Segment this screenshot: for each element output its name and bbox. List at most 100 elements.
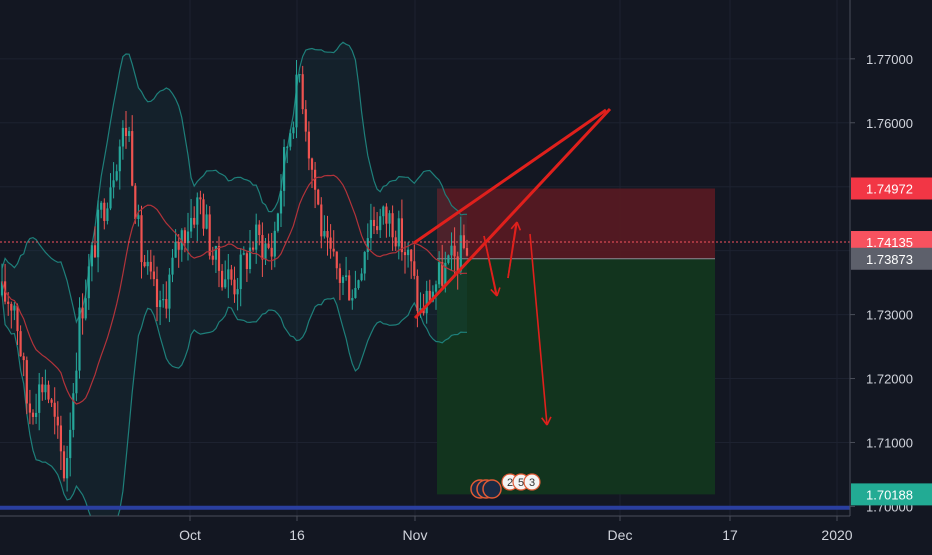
candle-body[interactable] <box>90 245 93 267</box>
candle-body[interactable] <box>47 384 50 400</box>
candle-body[interactable] <box>273 230 276 257</box>
candle-body[interactable] <box>279 190 283 214</box>
candle-body[interactable] <box>338 268 341 283</box>
candle-body[interactable] <box>214 245 217 260</box>
candle-body[interactable] <box>413 261 416 276</box>
candle-body[interactable] <box>270 247 273 257</box>
candle-body[interactable] <box>16 305 19 332</box>
candle-body[interactable] <box>202 199 205 229</box>
candle-body[interactable] <box>258 224 261 236</box>
candle-body[interactable] <box>376 226 379 231</box>
drawing-annotations[interactable] <box>413 107 612 426</box>
wedge-lower-line[interactable] <box>413 107 612 320</box>
candle-body[interactable] <box>379 216 382 231</box>
candle-body[interactable] <box>385 206 388 224</box>
candle-body[interactable] <box>360 273 363 281</box>
candle-body[interactable] <box>434 284 438 292</box>
candle-body[interactable] <box>354 287 357 298</box>
candle-body[interactable] <box>69 429 72 459</box>
candle-body[interactable] <box>326 231 329 238</box>
candle-body[interactable] <box>22 356 25 361</box>
news-marker-icon[interactable] <box>482 479 502 499</box>
candle-body[interactable] <box>87 266 90 299</box>
candle-body[interactable] <box>78 307 81 371</box>
candle-body[interactable] <box>62 451 66 479</box>
candle-body[interactable] <box>112 180 115 188</box>
candle-body[interactable] <box>301 74 304 110</box>
projection-arrow-down-2[interactable] <box>529 233 548 426</box>
wedge-upper-line[interactable] <box>413 108 607 245</box>
candle-body[interactable] <box>0 281 4 296</box>
candle-body[interactable] <box>44 384 47 393</box>
candle-body[interactable] <box>391 213 394 238</box>
candle-body[interactable] <box>320 204 323 237</box>
candle-body[interactable] <box>295 74 298 128</box>
candle-body[interactable] <box>103 202 106 221</box>
candle-body[interactable] <box>382 206 385 217</box>
candle-body[interactable] <box>50 399 53 403</box>
candle-body[interactable] <box>233 279 236 295</box>
candle-body[interactable] <box>329 237 332 249</box>
candle-body[interactable] <box>444 262 447 286</box>
candle-body[interactable] <box>323 231 326 237</box>
candle-body[interactable] <box>199 197 202 200</box>
candle-body[interactable] <box>180 230 183 250</box>
candle-body[interactable] <box>230 269 233 280</box>
candle-body[interactable] <box>298 74 301 76</box>
candle-body[interactable] <box>183 230 186 244</box>
candle-body[interactable] <box>447 255 450 263</box>
candle-body[interactable] <box>208 214 211 256</box>
candle-body[interactable] <box>66 458 69 479</box>
candle-body[interactable] <box>56 416 59 426</box>
candle-body[interactable] <box>369 219 372 239</box>
candle-body[interactable] <box>245 253 248 270</box>
candle-body[interactable] <box>252 247 255 250</box>
candle-body[interactable] <box>28 403 31 413</box>
candle-body[interactable] <box>162 299 165 301</box>
candle-body[interactable] <box>261 235 264 260</box>
candle-body[interactable] <box>394 237 397 247</box>
candle-body[interactable] <box>314 169 317 190</box>
candle-body[interactable] <box>332 248 335 252</box>
candle-body[interactable] <box>425 290 428 314</box>
candle-body[interactable] <box>276 213 279 231</box>
candle-body[interactable] <box>307 131 310 159</box>
candle-body[interactable] <box>25 360 28 404</box>
candle-body[interactable] <box>456 256 459 272</box>
candle-body[interactable] <box>410 249 413 262</box>
candle-body[interactable] <box>267 243 270 248</box>
candle-body[interactable] <box>248 247 252 270</box>
event-marker-badge[interactable] <box>523 473 541 491</box>
candle-body[interactable] <box>190 217 193 232</box>
candle-body[interactable] <box>124 127 128 137</box>
candle-body[interactable] <box>19 331 22 357</box>
candle-body[interactable] <box>239 254 242 290</box>
candle-body[interactable] <box>388 213 391 224</box>
candle-body[interactable] <box>186 231 190 244</box>
candle-body[interactable] <box>149 261 152 272</box>
candle-body[interactable] <box>7 301 10 304</box>
candle-body[interactable] <box>453 245 456 257</box>
candle-body[interactable] <box>351 297 354 301</box>
candle-body[interactable] <box>407 249 410 256</box>
candle-body[interactable] <box>317 189 320 205</box>
candle-body[interactable] <box>81 307 84 319</box>
candle-body[interactable] <box>450 245 453 256</box>
candle-body[interactable] <box>264 243 267 260</box>
candle-body[interactable] <box>146 261 149 267</box>
candle-body[interactable] <box>363 252 366 274</box>
candle-body[interactable] <box>286 146 289 148</box>
candle-body[interactable] <box>134 185 137 220</box>
candle-body[interactable] <box>131 131 134 186</box>
candle-body[interactable] <box>75 370 78 394</box>
candle-body[interactable] <box>115 171 118 181</box>
candle-body[interactable] <box>100 202 103 210</box>
candle-body[interactable] <box>459 235 462 272</box>
candle-body[interactable] <box>224 279 227 288</box>
candle-body[interactable] <box>140 215 143 263</box>
candle-body[interactable] <box>143 262 146 267</box>
candle-body[interactable] <box>441 262 444 286</box>
